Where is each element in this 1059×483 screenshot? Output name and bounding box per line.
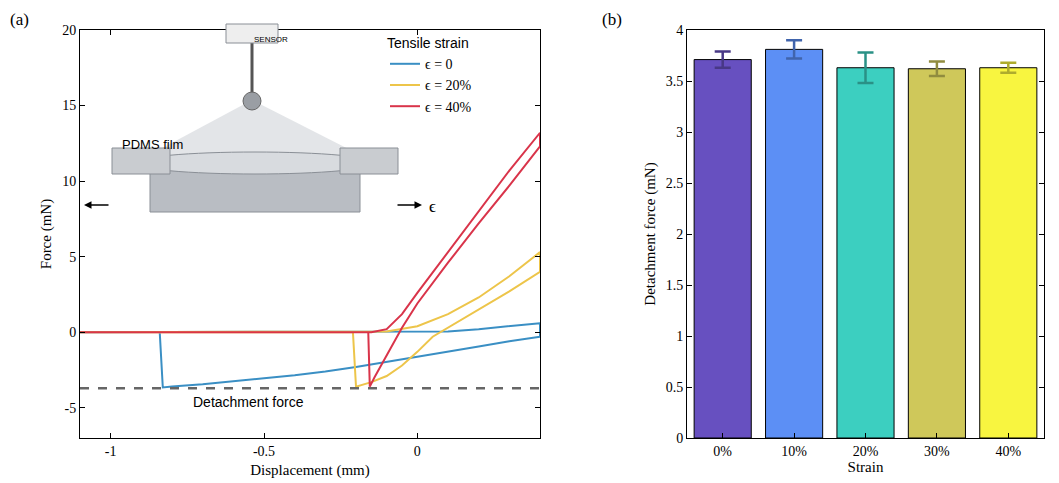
svg-text:3: 3: [676, 125, 683, 140]
svg-text:0: 0: [414, 444, 421, 459]
svg-text:10: 10: [62, 174, 76, 189]
svg-text:1: 1: [676, 329, 683, 344]
svg-text:PDMS film: PDMS film: [122, 137, 183, 152]
svg-text:-0.5: -0.5: [253, 444, 275, 459]
svg-text:0%: 0%: [713, 444, 732, 459]
svg-text:1.5: 1.5: [666, 278, 684, 293]
svg-text:30%: 30%: [924, 444, 950, 459]
svg-text:Tensile strain: Tensile strain: [387, 35, 469, 51]
svg-text:ϵ: ϵ: [429, 197, 436, 216]
svg-text:ϵ = 20%: ϵ = 20%: [425, 78, 472, 93]
svg-text:20%: 20%: [853, 444, 879, 459]
svg-text:ϵ = 0: ϵ = 0: [425, 57, 453, 72]
svg-text:-1: -1: [105, 444, 117, 459]
svg-text:Detachment force: Detachment force: [193, 394, 304, 410]
svg-text:4: 4: [676, 23, 683, 38]
svg-text:Strain: Strain: [848, 459, 884, 475]
svg-text:(b): (b): [602, 10, 622, 29]
svg-text:40%: 40%: [995, 444, 1021, 459]
svg-text:0: 0: [676, 431, 683, 446]
svg-text:5: 5: [69, 250, 76, 265]
svg-text:(a): (a): [10, 10, 29, 29]
svg-text:-5: -5: [65, 401, 77, 416]
svg-text:ϵ = 40%: ϵ = 40%: [425, 100, 472, 115]
svg-text:Displacement (mm): Displacement (mm): [250, 462, 370, 479]
svg-text:20: 20: [62, 23, 76, 38]
svg-text:3.5: 3.5: [666, 74, 684, 89]
svg-text:0: 0: [69, 325, 76, 340]
svg-text:15: 15: [62, 98, 76, 113]
svg-text:10%: 10%: [781, 444, 807, 459]
svg-text:2: 2: [676, 227, 683, 242]
svg-text:0.5: 0.5: [666, 380, 684, 395]
svg-text:Detachment force (mN): Detachment force (mN): [642, 162, 659, 305]
svg-text:2.5: 2.5: [666, 176, 684, 191]
svg-text:SENSOR: SENSOR: [254, 35, 288, 44]
svg-text:Force (mN): Force (mN): [38, 199, 55, 269]
